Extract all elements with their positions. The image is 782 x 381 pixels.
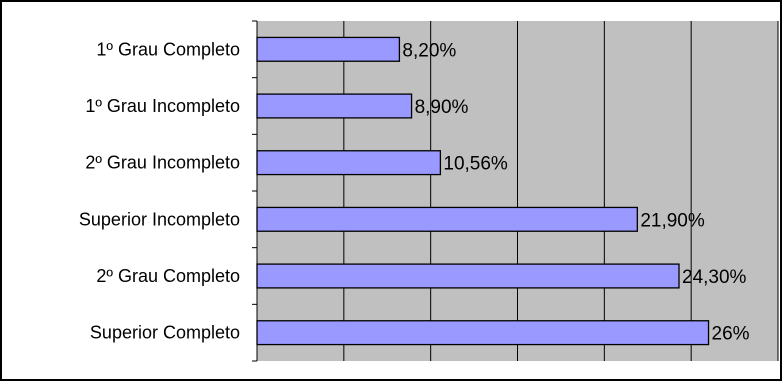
value-label: 21,90% bbox=[640, 210, 705, 231]
category-label: 2º Grau Completo bbox=[96, 266, 240, 286]
value-labels: 8,20% 8,90% 10,56% 21,90% 24,30% 26% bbox=[402, 40, 749, 344]
bar bbox=[256, 263, 680, 289]
category-label: Superior Completo bbox=[90, 323, 240, 343]
value-label: 8,90% bbox=[415, 97, 469, 118]
value-label: 24,30% bbox=[682, 267, 747, 288]
gridlines bbox=[343, 21, 779, 361]
category-label: 1º Grau Incompleto bbox=[85, 96, 240, 116]
category-label: Superior Incompleto bbox=[79, 209, 240, 229]
value-label: 26% bbox=[712, 324, 750, 345]
bar bbox=[256, 36, 401, 62]
bar bbox=[256, 150, 442, 176]
bar bbox=[256, 320, 710, 346]
category-label: 2º Grau Incompleto bbox=[85, 153, 240, 173]
bar bbox=[256, 93, 413, 119]
bar bbox=[256, 206, 638, 232]
value-label: 8,20% bbox=[402, 40, 456, 61]
value-label: 10,56% bbox=[443, 154, 508, 175]
category-labels: 1º Grau Completo 1º Grau Incompleto 2º Gra… bbox=[79, 39, 240, 342]
category-label: 1º Grau Completo bbox=[96, 39, 240, 59]
bars bbox=[256, 36, 710, 346]
y-axis-ticks bbox=[252, 20, 257, 362]
